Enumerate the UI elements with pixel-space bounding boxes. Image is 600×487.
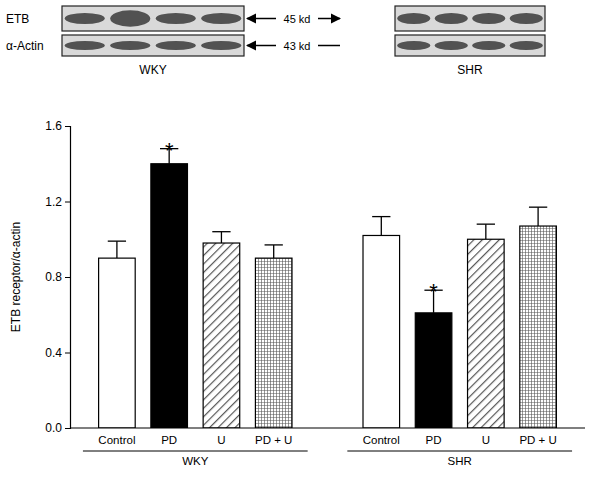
bar (151, 164, 188, 428)
blot-arrow (247, 45, 276, 47)
blot-row-label: α-Actin (6, 39, 44, 53)
blot-band (65, 41, 105, 50)
group-line (347, 451, 572, 452)
y-tick-mark (65, 353, 70, 354)
blot-band (510, 41, 543, 50)
error-bar-stem (273, 245, 274, 258)
x-tick-label: PD + U (519, 434, 556, 446)
error-bar-cap (108, 240, 126, 241)
blot-size-label: 45 kd (284, 13, 311, 25)
bar (99, 258, 136, 428)
blot-arrow (318, 18, 340, 20)
blot-band (110, 41, 150, 50)
x-tick-label: PD (426, 434, 442, 446)
blot-arrow (247, 18, 276, 20)
y-tick: 0.4 (45, 346, 70, 360)
bar (255, 258, 292, 428)
error-bar-cap (477, 223, 495, 224)
x-tick-label: PD + U (255, 434, 292, 446)
error-bar-cap (265, 244, 283, 245)
y-axis-line (65, 127, 71, 429)
blot-band (156, 13, 196, 24)
blot-arrow (318, 45, 340, 47)
y-tick-mark (65, 202, 70, 203)
bar (520, 226, 557, 428)
error-bar-cap (529, 207, 547, 208)
error-bar-stem (537, 207, 538, 226)
blot-band (472, 13, 505, 24)
blot-band (156, 41, 196, 50)
x-tick-label: U (482, 434, 490, 446)
plot-marks (99, 149, 557, 428)
y-tick: 1.2 (45, 195, 70, 209)
y-axis-title: ETB receptor/α-actin (9, 222, 23, 332)
error-bar (108, 241, 126, 258)
group-line (83, 451, 308, 452)
x-tick-label: U (217, 434, 225, 446)
blot-band (397, 13, 430, 24)
x-tick-label: Control (98, 434, 135, 446)
error-bar-cap (212, 231, 230, 232)
x-tick-label: Control (363, 434, 400, 446)
y-tick: 0.8 (45, 270, 70, 284)
y-tick-label: 1.2 (45, 195, 62, 209)
blot-band (397, 41, 430, 50)
y-tick: 1.6 (45, 119, 70, 133)
blot-band (435, 41, 468, 50)
x-tick-label: PD (161, 434, 177, 446)
y-tick-label: 0.0 (45, 421, 62, 435)
blot-panel-label: WKY (139, 63, 166, 77)
blot-band (110, 10, 150, 27)
y-tick-mark (65, 277, 70, 278)
error-bar-stem (221, 232, 222, 243)
y-tick-label: 0.8 (45, 270, 62, 284)
error-bar-stem (485, 224, 486, 239)
error-bar-stem (381, 217, 382, 236)
bar (363, 235, 400, 428)
blot-size-label: 43 kd (284, 40, 311, 52)
blot-strip (395, 6, 545, 31)
blot-row-label: ETB (6, 12, 29, 26)
group-label: WKY (182, 455, 209, 467)
y-tick-mark (65, 428, 70, 429)
y-tick-label: 1.6 (45, 119, 62, 133)
blot-area: WKY SHR ETB α-Actin 45 kd 43 kd (6, 6, 545, 77)
y-tick-label: 0.4 (45, 346, 62, 360)
annotation: * (429, 279, 438, 304)
bar (415, 313, 452, 428)
blot-band (201, 13, 241, 24)
blot-strip (62, 6, 244, 31)
bar (468, 239, 505, 428)
error-bar-stem (116, 241, 117, 258)
blot-panel-label: SHR (457, 63, 483, 77)
error-bar (529, 207, 547, 226)
error-bar-cap (372, 216, 390, 217)
y-tick-mark (65, 126, 70, 127)
y-axis: 0.0 0.4 0.8 1.2 1.6 (45, 119, 70, 435)
blot-band (435, 13, 468, 24)
blot-band (472, 41, 505, 50)
bar (203, 243, 240, 428)
y-tick: 0.0 (45, 421, 70, 435)
blot-strip (62, 35, 244, 56)
blot-band (65, 13, 105, 24)
group-label: SHR (448, 455, 472, 467)
error-bar (477, 224, 495, 239)
error-bar (265, 245, 283, 258)
annotation: * (165, 138, 174, 163)
blot-band (510, 13, 543, 24)
error-bar (372, 217, 390, 236)
blot-strip (395, 35, 545, 56)
blot-band (201, 41, 241, 50)
x-axis-line (70, 427, 585, 428)
error-bar (212, 232, 230, 243)
